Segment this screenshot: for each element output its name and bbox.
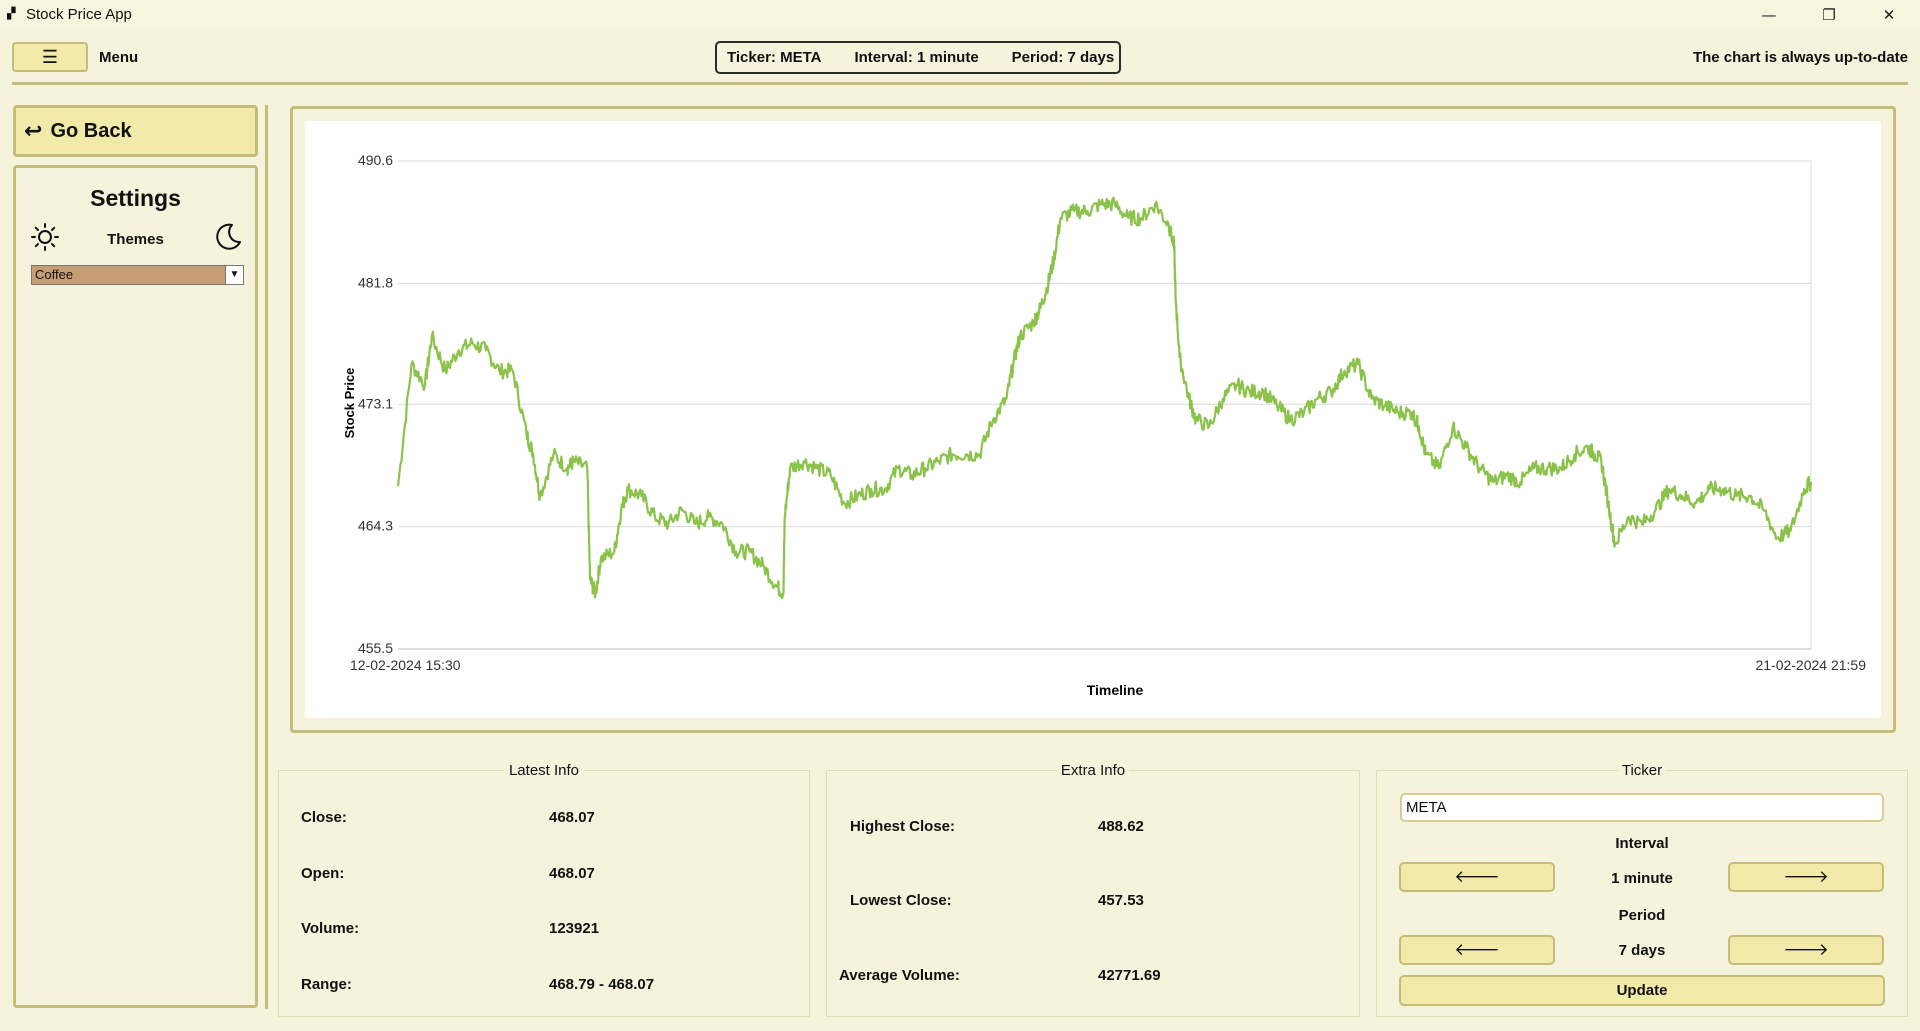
period-label: Period — [1618, 907, 1666, 924]
period-summary: Period: 7 days — [1011, 49, 1115, 66]
go-back-label: Go Back — [50, 119, 132, 142]
update-button[interactable]: Update — [1399, 975, 1885, 1006]
chart-icon: ▞ — [7, 7, 16, 20]
average-volume-label: Average Volume: — [839, 967, 960, 984]
chart-y-tick-label: 455.5 — [358, 640, 393, 656]
latest-info-title: Latest Info — [504, 762, 584, 779]
current-selection-summary: Ticker: META Interval: 1 minute Period: … — [715, 41, 1121, 74]
chart-xlabel: Timeline — [1087, 682, 1144, 698]
theme-select-value: Coffee — [35, 267, 74, 282]
lowest-close-value: 457.53 — [1098, 892, 1144, 909]
app-header: ☰ Menu Ticker: META Interval: 1 minute P… — [0, 29, 1920, 87]
interval-value: 1 minute — [1611, 870, 1673, 887]
close-value: 468.07 — [549, 809, 595, 826]
arrow-right-icon: 🡒 — [1783, 867, 1829, 887]
period-prev-button[interactable]: 🡐 — [1399, 935, 1555, 965]
menu-button[interactable]: ☰ — [12, 42, 88, 72]
themes-label: Themes — [107, 231, 164, 248]
period-next-button[interactable]: 🡒 — [1728, 935, 1884, 965]
extra-info-panel: Extra Info Highest Close: 488.62 Lowest … — [826, 762, 1360, 1017]
latest-info-panel: Latest Info Close: 468.07 Open: 468.07 V… — [278, 762, 810, 1017]
interval-next-button[interactable]: 🡒 — [1728, 862, 1884, 892]
range-value: 468.79 - 468.07 — [549, 976, 655, 993]
chart-y-tick-label: 473.1 — [358, 395, 393, 411]
open-label: Open: — [301, 865, 345, 882]
average-volume-value: 42771.69 — [1098, 967, 1161, 984]
window-titlebar: ▞ Stock Price App — ❐ ✕ — [0, 0, 1920, 29]
moon-icon[interactable] — [213, 222, 243, 252]
volume-value: 123921 — [549, 920, 600, 937]
range-label: Range: — [301, 976, 352, 993]
dropdown-arrow-icon[interactable]: ▼ — [225, 266, 243, 284]
status-text: The chart is always up-to-date — [1692, 49, 1908, 66]
chart-ylabel: Stock Price — [342, 368, 357, 439]
chart-x-start-label: 12-02-2024 15:30 — [350, 657, 461, 673]
interval-prev-button[interactable]: 🡐 — [1399, 862, 1555, 892]
volume-label: Volume: — [301, 920, 360, 937]
sidebar-divider — [265, 105, 268, 1009]
close-label: Close: — [301, 809, 347, 826]
chart-area: Stock Price Timeline 12-02-2024 15:30 21… — [305, 121, 1881, 718]
lowest-close-label: Lowest Close: — [850, 892, 952, 909]
arrow-left-icon: 🡐 — [1454, 940, 1500, 960]
hamburger-icon: ☰ — [41, 46, 59, 67]
settings-title: Settings — [90, 185, 181, 211]
highest-close-label: Highest Close: — [850, 818, 956, 835]
theme-select[interactable]: Coffee ▼ — [31, 265, 244, 285]
sun-icon[interactable] — [30, 222, 60, 252]
maximize-button[interactable]: ❐ — [1822, 5, 1836, 24]
extra-info-title: Extra Info — [1056, 762, 1130, 779]
period-value: 7 days — [1618, 942, 1666, 959]
open-value: 468.07 — [549, 865, 595, 882]
highest-close-value: 488.62 — [1098, 818, 1144, 835]
interval-label: Interval — [1615, 835, 1669, 852]
chart-x-end-label: 21-02-2024 21:59 — [1755, 657, 1866, 673]
settings-panel: Settings Themes Coffee ▼ — [13, 165, 258, 1008]
ticker-input[interactable]: META — [1400, 793, 1884, 822]
chart-y-tick-label: 464.3 — [358, 518, 393, 534]
minimize-button[interactable]: — — [1761, 5, 1777, 24]
chart-y-tick-label: 481.8 — [358, 274, 393, 290]
menu-label: Menu — [99, 49, 139, 66]
chart-frame: Stock Price Timeline 12-02-2024 15:30 21… — [290, 106, 1896, 733]
header-divider — [12, 82, 1908, 85]
arrow-right-icon: 🡒 — [1783, 940, 1829, 960]
price-series-line — [396, 196, 1813, 600]
interval-summary: Interval: 1 minute — [854, 49, 979, 66]
chart-y-tick-label: 490.6 — [358, 152, 393, 168]
ticker-controls-title: Ticker — [1617, 762, 1667, 779]
go-back-button[interactable]: ↩ Go Back — [13, 105, 258, 157]
back-arrow-icon: ↩ — [24, 118, 43, 144]
price-chart: Stock Price Timeline 12-02-2024 15:30 21… — [342, 152, 1866, 698]
ticker-controls-panel: Ticker — [1376, 762, 1908, 1017]
arrow-left-icon: 🡐 — [1454, 867, 1500, 887]
window-title: Stock Price App — [26, 6, 132, 23]
close-button[interactable]: ✕ — [1882, 5, 1896, 24]
ticker-summary: Ticker: META — [727, 49, 822, 66]
